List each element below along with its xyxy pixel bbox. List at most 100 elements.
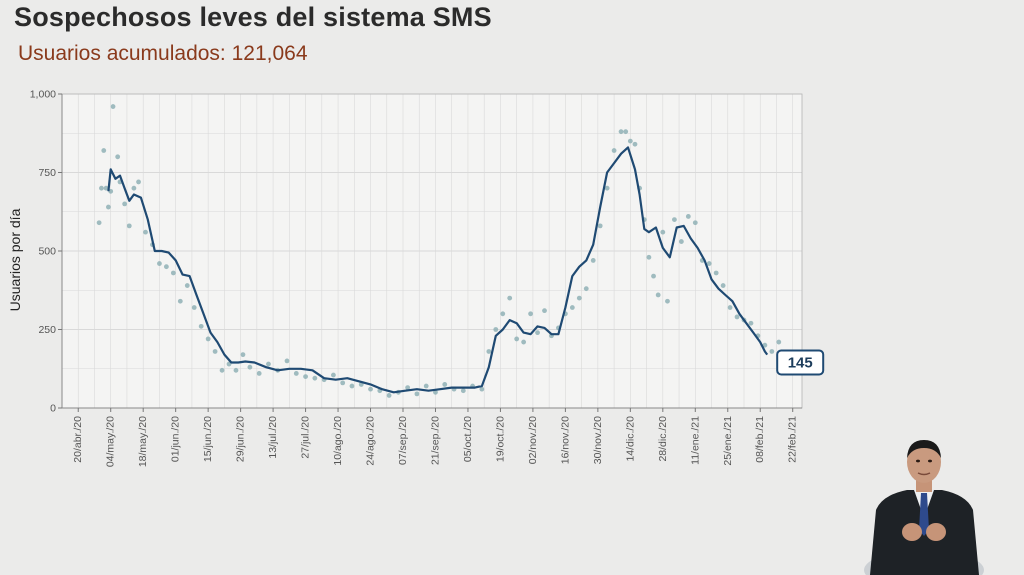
x-tick-label: 30/nov./20 [592,416,604,464]
data-point [672,217,677,223]
data-point [479,386,485,392]
data-point [122,201,128,207]
data-point [507,295,513,301]
y-tick-label: 500 [38,246,56,258]
data-point [110,104,116,109]
data-point [386,393,392,398]
data-point [713,270,719,276]
data-point [521,339,527,345]
x-ticks: 20/abr./20 04/may./20 18/may./20 01/jun./20… [72,408,799,467]
data-point [651,273,656,279]
data-point [136,179,141,185]
last-value-callout: 145 [776,349,825,376]
data-point [423,383,429,389]
data-point [514,336,520,342]
data-point [627,138,633,144]
data-point [126,223,132,229]
x-tick-label: 05/oct./20 [462,416,474,462]
data-point [590,258,596,263]
x-tick-label: 11/ene./21 [689,416,701,465]
x-tick-label: 01/jun./20 [170,416,182,462]
data-point [655,292,661,298]
callout-value: 145 [788,354,813,371]
data-point [665,298,670,304]
data-point [405,385,411,390]
data-point [163,264,169,270]
data-point [623,129,629,135]
data-point [170,270,176,276]
data-point [576,295,582,301]
data-point [247,364,253,370]
x-tick-label: 21/sep./20 [429,416,441,465]
data-point [340,380,346,386]
data-point [115,154,121,160]
data-point [660,229,666,235]
data-point [131,185,137,191]
data-point [542,308,547,314]
y-tick-label: 1,000 [30,89,56,101]
data-point [143,229,148,235]
data-point [240,352,246,358]
x-tick-label: 07/sep./20 [397,416,409,465]
data-point [212,349,218,354]
data-point [433,389,438,395]
data-point [191,305,197,310]
data-point [734,314,740,320]
data-point [727,305,733,310]
data-point [368,386,373,392]
data-point [349,383,355,389]
data-point [748,320,754,326]
data-point [692,220,698,226]
data-point [632,141,638,147]
data-point [312,375,318,381]
x-tick-label: 13/jul./20 [267,416,279,459]
x-tick-label: 22/feb./21 [787,416,799,463]
data-point [103,185,109,191]
callout-frame [776,349,825,376]
data-point [198,323,204,329]
data-point [331,372,336,378]
data-point [597,223,603,229]
data-point [646,254,652,260]
x-tick-label: 15/jun./20 [202,416,214,462]
data-point [720,283,726,288]
data-point [685,214,691,219]
data-point [105,204,111,210]
y-tick-label: 750 [38,167,56,179]
data-point [205,336,211,342]
data-point [500,311,506,317]
grid [61,93,803,409]
x-tick-label: 27/jul./20 [300,416,312,459]
data-point [776,339,782,345]
x-tick-label: 28/dic./20 [657,416,669,462]
y-tick-label: 0 [50,403,56,415]
data-point [706,261,712,266]
data-point [618,129,624,135]
y-axis-label: Usuarios por día [7,208,23,311]
data-point [96,220,102,226]
data-point [177,298,183,304]
x-tick-label: 19/oct./20 [494,416,506,462]
data-point [293,371,299,376]
data-point [303,374,308,379]
x-tick-label: 18/may./20 [137,416,149,467]
x-tick-label: 24/ago./20 [365,416,377,466]
data-point [583,286,589,292]
data-point [101,148,107,153]
data-point [256,371,262,376]
x-tick-label: 02/nov./20 [527,416,539,464]
x-tick-label: 16/nov./20 [559,416,571,464]
data-point [604,185,610,191]
data-point [493,327,499,332]
data-point [678,239,684,244]
y-tick-label: 250 [38,324,56,336]
data-point [99,185,104,191]
data-point [266,361,271,367]
data-point [442,382,448,387]
data-point [769,349,775,354]
y-ticks: 0 250 500 750 1,000 [30,89,62,415]
x-tick-label: 20/abr./20 [72,416,84,463]
data-point [414,391,420,397]
data-point [157,261,162,266]
